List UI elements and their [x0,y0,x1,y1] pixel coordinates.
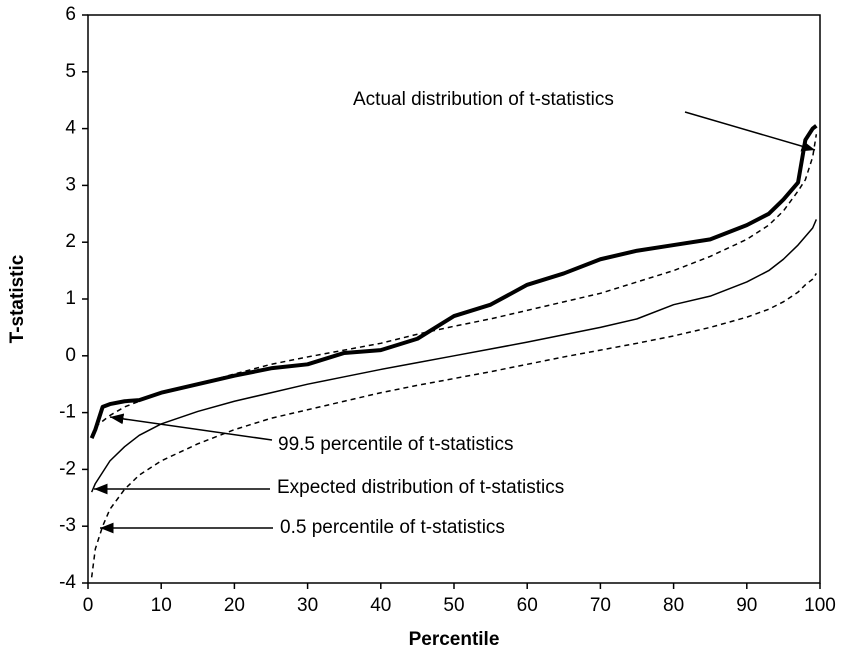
y-tick-label: 3 [65,174,76,195]
y-tick-label: 4 [65,118,76,139]
x-tick-label: 100 [804,595,836,616]
x-tick-label: 10 [151,595,172,616]
y-tick-label: -1 [59,402,76,423]
y-tick-label: 6 [65,4,76,25]
y-tick-label: -3 [59,515,76,536]
series-line [90,273,817,578]
x-tick-label: 40 [370,595,391,616]
series-line [90,134,818,436]
y-tick-label: 0 [65,345,76,366]
series-annotation: 99.5 percentile of t-statistics [278,434,514,455]
annotation-arrow [684,111,816,152]
annotation-arrow [109,413,273,441]
y-tick-label: 5 [65,61,76,82]
series-annotation: 0.5 percentile of t-statistics [280,517,505,538]
y-tick-label: 1 [65,288,76,309]
series-line [90,219,818,493]
x-tick-label: 0 [83,595,94,616]
x-tick-label: 30 [297,595,318,616]
series-line [89,124,818,439]
y-axis-title: T-statistic [7,254,28,343]
series-annotation: Expected distribution of t-statistics [277,477,564,498]
x-axis-title: Percentile [409,629,500,650]
x-tick-label: 80 [663,595,684,616]
series-annotation: Actual distribution of t-statistics [353,89,614,110]
x-tick-label: 50 [443,595,464,616]
x-tick-label: 90 [736,595,757,616]
x-tick-label: 20 [224,595,245,616]
y-tick-label: -2 [59,458,76,479]
x-tick-label: 60 [517,595,538,616]
y-tick-label: -4 [59,572,76,593]
x-tick-label: 70 [590,595,611,616]
y-tick-label: 2 [65,231,76,252]
